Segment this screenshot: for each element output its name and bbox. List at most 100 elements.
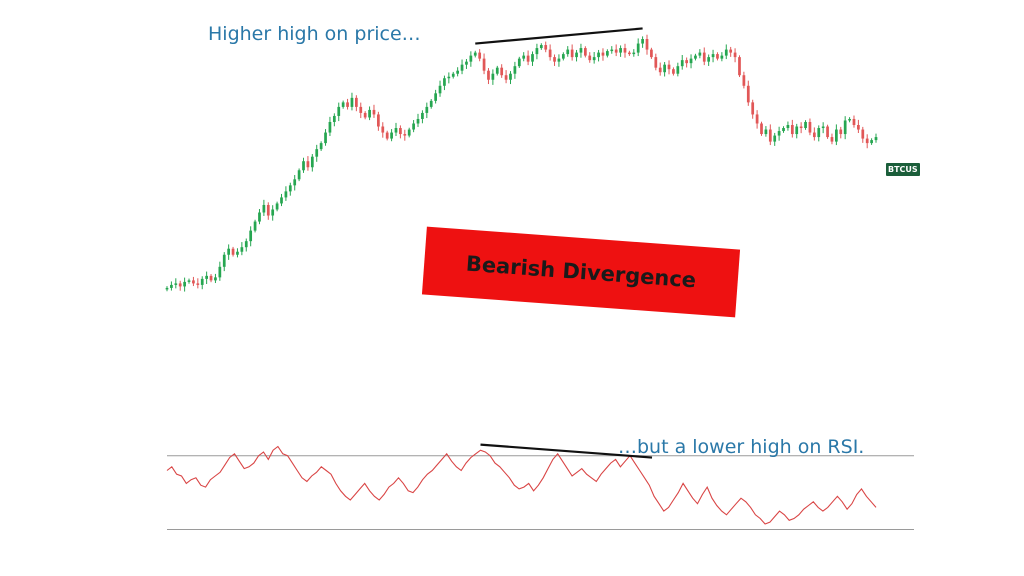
candle-body: [403, 134, 407, 136]
candle-body: [385, 132, 389, 139]
candle-body: [597, 52, 600, 58]
candle-body: [795, 126, 799, 135]
rsi-pane: [166, 445, 914, 531]
candle-body: [227, 248, 231, 255]
candle-body: [694, 55, 697, 59]
candle-body: [192, 280, 195, 284]
candle-body: [465, 61, 468, 65]
candle-body: [174, 283, 178, 285]
candle-body: [183, 281, 186, 287]
candle-body: [205, 275, 208, 279]
candle-body: [698, 52, 702, 56]
candle-body: [416, 118, 420, 124]
rsi-annotation: …but a lower high on RSI.: [618, 436, 865, 458]
candle-body: [751, 102, 755, 115]
candle-body: [337, 106, 341, 116]
candle-body: [429, 100, 433, 107]
candle-body: [425, 106, 429, 113]
candle-body: [495, 67, 499, 74]
candle-body: [857, 125, 860, 130]
candle-body: [354, 97, 358, 107]
candle-body: [531, 54, 534, 62]
candle-body: [275, 203, 279, 210]
candle-body: [716, 54, 719, 59]
candle-body: [645, 39, 649, 50]
candle-body: [368, 109, 371, 118]
candle-body: [623, 48, 627, 53]
banner-label: Bearish Divergence: [465, 251, 697, 293]
candle-body: [601, 52, 605, 56]
candle-body: [658, 67, 662, 73]
candle-body: [377, 114, 380, 127]
candle-body: [685, 60, 689, 64]
price-higher-high-line: [475, 27, 643, 45]
candle-body: [764, 129, 768, 135]
candle-body: [738, 57, 741, 76]
candle-body: [509, 73, 512, 80]
candle-body: [755, 114, 759, 124]
candle-body: [236, 251, 239, 255]
candle-body: [628, 52, 631, 55]
candle-body: [830, 137, 834, 142]
candle-body: [434, 93, 437, 101]
candle-body: [566, 49, 570, 55]
candle-body: [636, 43, 640, 53]
candle-body: [222, 254, 226, 267]
candle-body: [473, 52, 477, 56]
ticker-badge: BTCUS: [886, 163, 920, 176]
candle-body: [641, 39, 644, 44]
candle-body: [526, 55, 530, 62]
candle-body: [315, 149, 319, 157]
candle-body: [522, 55, 526, 59]
candle-body: [346, 102, 349, 107]
candle-body: [165, 287, 169, 290]
candle-body: [720, 55, 724, 59]
candle-body: [306, 161, 310, 168]
candle-body: [535, 48, 539, 55]
candle-body: [592, 57, 596, 61]
candle-body: [870, 140, 873, 144]
candle-body: [491, 73, 495, 80]
candle-body: [548, 49, 552, 58]
candle-body: [456, 70, 460, 74]
candle-body: [650, 49, 653, 58]
candle-body: [614, 49, 618, 53]
candle-body: [861, 129, 865, 139]
candle-body: [773, 135, 777, 142]
candle-body: [394, 128, 398, 133]
candle-body: [438, 85, 442, 94]
candle-body: [469, 55, 473, 62]
candle-body: [284, 191, 288, 198]
candle-body: [707, 57, 711, 62]
candle-body: [328, 121, 332, 133]
candle-body: [575, 52, 578, 58]
candle-body: [513, 66, 517, 74]
candle-body: [790, 125, 794, 135]
candle-body: [680, 60, 684, 67]
candle-body: [619, 48, 622, 53]
candle-body: [266, 204, 270, 216]
candle-body: [407, 129, 411, 136]
candle-body: [804, 121, 807, 129]
candle-body: [553, 57, 556, 62]
candle-body: [332, 115, 336, 122]
candle-body: [777, 131, 781, 136]
candle-body: [874, 137, 878, 141]
candle-body: [539, 45, 543, 49]
candle-body: [848, 118, 851, 121]
candle-body: [372, 109, 376, 115]
candle-body: [482, 58, 486, 71]
candle-body: [561, 54, 565, 59]
candle-body: [517, 58, 521, 67]
candle-body: [839, 129, 843, 135]
candle-body: [249, 230, 253, 242]
candle-body: [319, 143, 323, 150]
candle-body: [852, 118, 856, 126]
candle-body: [557, 58, 561, 62]
candle-body: [843, 120, 847, 135]
candle-body: [487, 70, 490, 80]
candle-body: [768, 129, 772, 142]
candle-body: [724, 49, 728, 56]
candle-body: [288, 185, 292, 192]
candle-body: [826, 126, 829, 138]
